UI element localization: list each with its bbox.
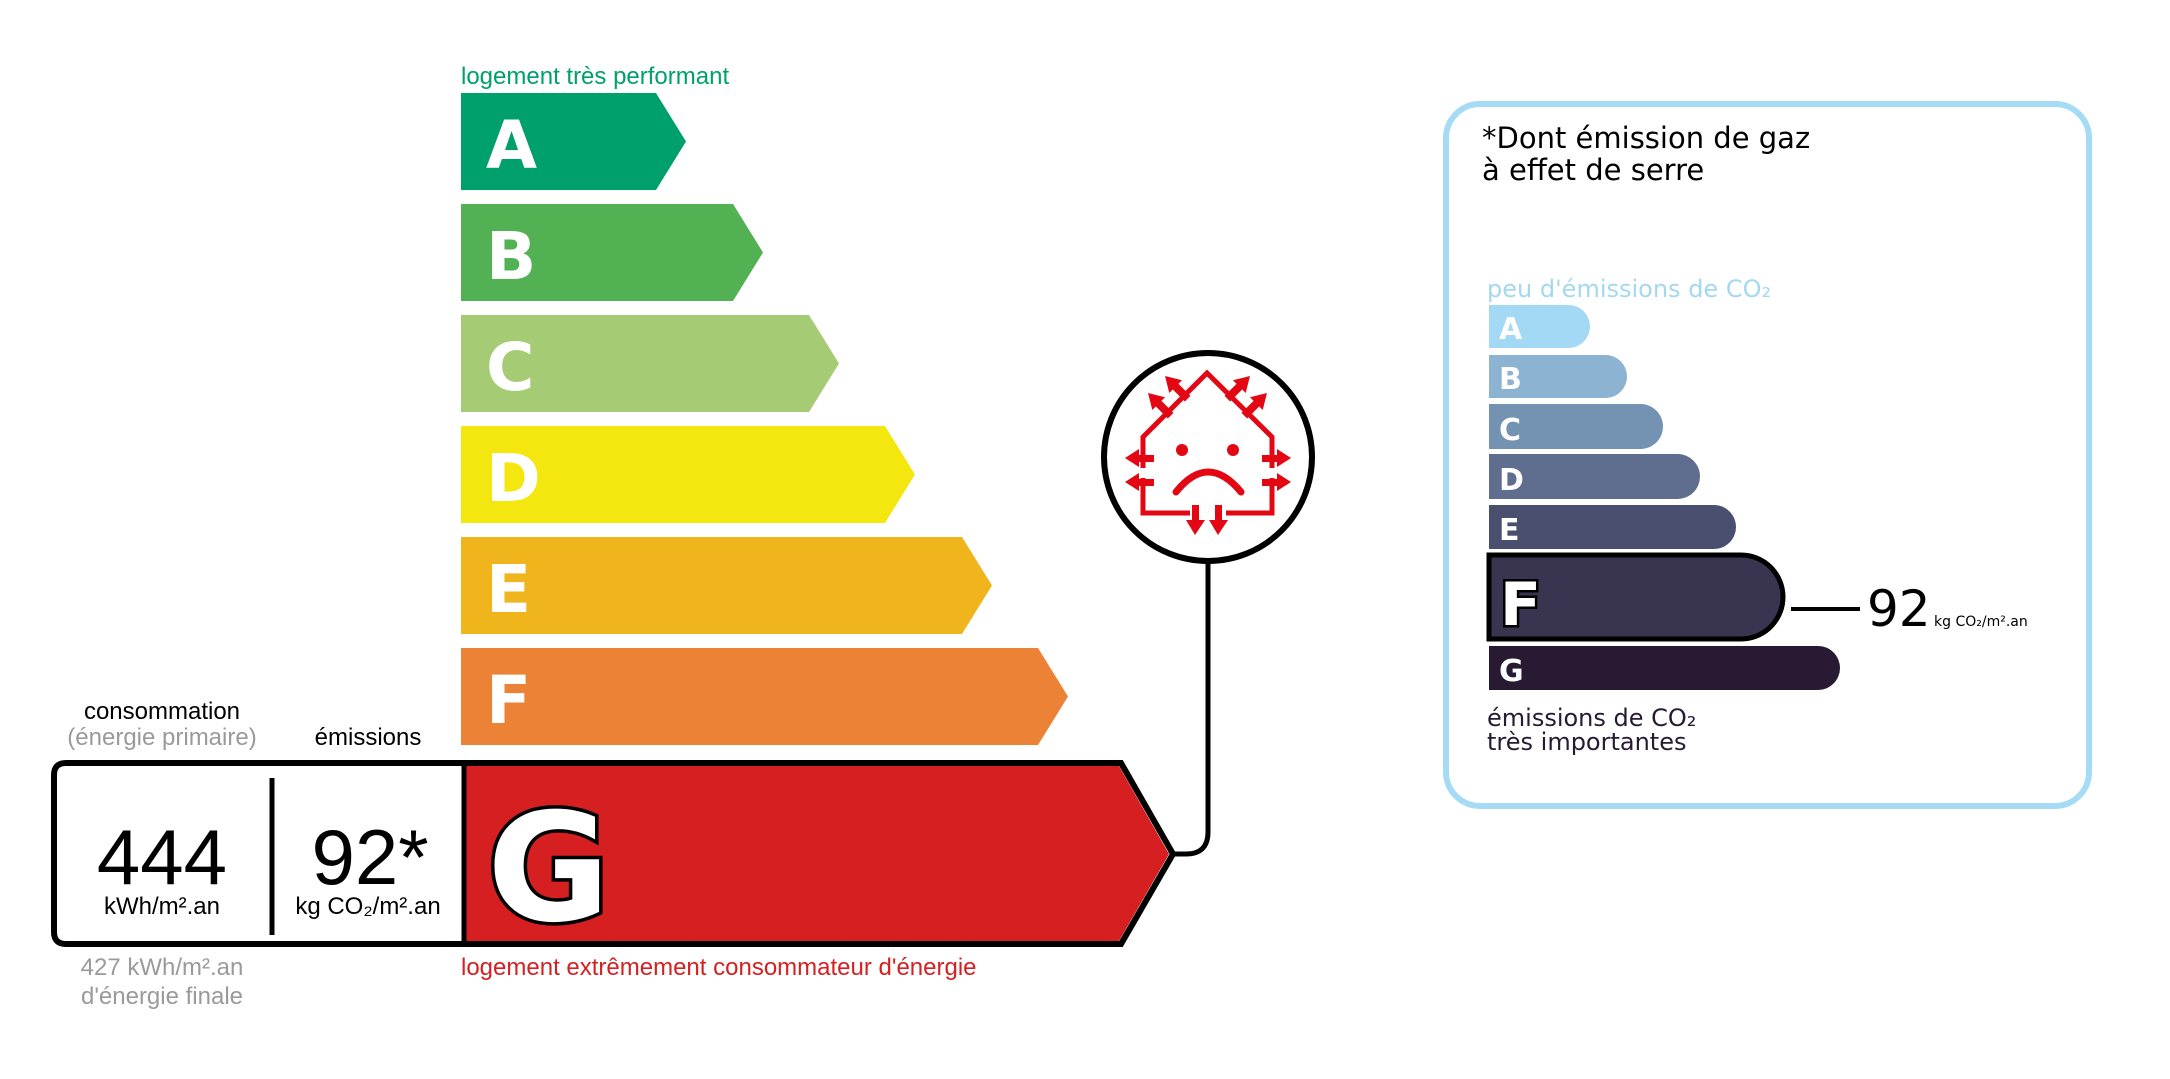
ges-bar-e [1489,505,1736,549]
final-energy-value: 427 kWh/m².an [81,954,244,981]
ges-bar-letter: D [1499,463,1524,498]
ges-bar-letter: B [1499,362,1522,397]
energy-bar-letter: A [486,107,537,184]
energy-bar-c [461,315,839,412]
badge-connector [1173,562,1211,857]
ges-title-line2: à effet de serre [1482,153,1704,187]
energy-current-letter: G [487,782,610,956]
energy-bar-b [461,204,763,301]
consumption-header: consommation [84,698,240,725]
ges-bottom-label-line1: émissions de CO₂ [1487,704,1696,732]
energy-bottom-label: logement extrêmement consommateur d'éner… [461,954,977,981]
energy-bar-letter: D [486,440,541,517]
ges-bottom-label-line2: très importantes [1487,728,1687,756]
energy-bar-e [461,537,992,634]
emissions-value: 92* [311,813,428,901]
ges-bar-letter: A [1499,312,1523,347]
energy-bar-letter: B [486,218,536,295]
ges-bar-g [1489,646,1840,690]
energy-bar-f [461,648,1068,745]
final-energy-label: d'énergie finale [81,983,243,1010]
energy-bar-letter: C [486,329,534,406]
energy-bar-letter: E [486,551,531,628]
ges-top-label: peu d'émissions de CO₂ [1487,275,1771,303]
ges-bar-letter: C [1499,413,1521,448]
energy-bar-a [461,93,686,190]
ges-bar-letter: E [1499,513,1520,548]
ges-bar-b [1489,355,1627,398]
energy-bar-d [461,426,915,523]
ges-title-line1: *Dont émission de gaz [1482,121,1810,155]
ges-value: 92 [1867,580,1931,638]
ges-unit: kg CO₂/m².an [1934,614,2028,630]
house-heat-loss-sad-face-icon [1101,350,1315,564]
ges-bar-a [1489,305,1590,348]
energy-bar-letter: F [486,662,531,739]
consumption-subheader: (énergie primaire) [67,724,256,751]
energy-bar-g [466,766,1169,941]
ges-panel: *Dont émission de gaz à effet de serre p… [1443,101,2092,809]
ges-bar-letter: F [1500,570,1541,640]
consumption-unit: kWh/m².an [104,893,220,920]
emissions-unit: kg CO₂/m².an [295,893,440,920]
emissions-header: émissions [315,724,422,751]
ges-bar-letter: G [1499,654,1524,689]
ges-bar-d [1489,454,1700,499]
ges-bar-c [1489,404,1663,449]
energy-top-label: logement très performant [461,63,729,90]
consumption-value: 444 [97,813,227,901]
ges-bar-f [1486,552,1786,642]
